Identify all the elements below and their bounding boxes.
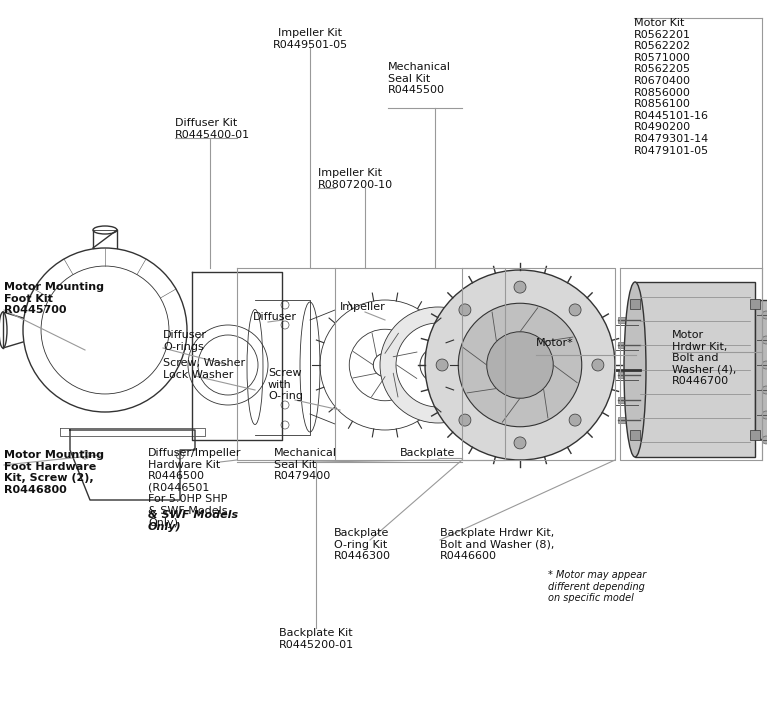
- Text: Motor
Hrdwr Kit,
Bolt and
Washer (4),
R0446700: Motor Hrdwr Kit, Bolt and Washer (4), R0…: [672, 330, 736, 387]
- Circle shape: [762, 336, 767, 344]
- Text: Screw
with
O-ring: Screw with O-ring: [268, 368, 303, 401]
- Bar: [635, 282, 755, 457]
- Circle shape: [592, 359, 604, 371]
- Bar: [755, 300, 767, 439]
- Bar: [618, 397, 640, 403]
- Circle shape: [762, 411, 767, 419]
- Bar: [618, 372, 640, 378]
- Text: Diffuser Kit
R0445400-01: Diffuser Kit R0445400-01: [175, 118, 250, 140]
- Circle shape: [569, 304, 581, 316]
- Text: Backplate Hrdwr Kit,
Bolt and Washer (8),
R0446600: Backplate Hrdwr Kit, Bolt and Washer (8)…: [440, 528, 555, 561]
- Circle shape: [459, 414, 471, 426]
- Bar: [618, 342, 640, 348]
- Circle shape: [762, 361, 767, 369]
- Circle shape: [762, 311, 767, 319]
- Text: Screw, Washer
Lock Washer: Screw, Washer Lock Washer: [163, 358, 245, 379]
- Bar: [750, 299, 760, 309]
- Circle shape: [459, 304, 471, 316]
- Circle shape: [425, 270, 615, 460]
- Text: Impeller Kit
R0449501-05: Impeller Kit R0449501-05: [272, 28, 347, 49]
- Circle shape: [762, 436, 767, 444]
- Ellipse shape: [624, 282, 646, 457]
- Text: * Motor may appear
different depending
on specific model: * Motor may appear different depending o…: [548, 570, 647, 603]
- Circle shape: [458, 304, 581, 427]
- Text: Diffuser/Impeller
Hardware Kit
R0446500
(R0446501
For 5.0HP SHP
& SWF Models
Onl: Diffuser/Impeller Hardware Kit R0446500 …: [148, 448, 242, 528]
- Text: Motor*: Motor*: [536, 338, 574, 348]
- Circle shape: [380, 307, 496, 423]
- Text: & SWF Models
Only): & SWF Models Only): [148, 510, 238, 531]
- Circle shape: [514, 281, 526, 293]
- Text: Backplate: Backplate: [400, 448, 456, 458]
- Bar: [618, 317, 640, 323]
- Circle shape: [487, 332, 553, 398]
- Circle shape: [514, 437, 526, 449]
- Text: Backplate
O-ring Kit
R0446300: Backplate O-ring Kit R0446300: [334, 528, 391, 561]
- Text: Mechanical
Seal Kit
R0479400: Mechanical Seal Kit R0479400: [274, 448, 337, 481]
- Bar: [750, 430, 760, 440]
- Circle shape: [396, 323, 480, 407]
- Text: Motor Kit
R0562201
R0562202
R0571000
R0562205
R0670400
R0856000
R0856100
R044510: Motor Kit R0562201 R0562202 R0571000 R05…: [634, 18, 709, 155]
- Text: Motor Mounting
Foot Hardware
Kit, Screw (2),
R0446800: Motor Mounting Foot Hardware Kit, Screw …: [4, 450, 104, 495]
- Text: Diffuser: Diffuser: [253, 312, 297, 322]
- Circle shape: [436, 359, 448, 371]
- Text: Impeller: Impeller: [340, 302, 386, 312]
- Bar: [630, 430, 640, 440]
- Bar: [630, 299, 640, 309]
- Text: Mechanical
Seal Kit
R0445500: Mechanical Seal Kit R0445500: [388, 62, 451, 95]
- Text: Backplate Kit
R0445200-01: Backplate Kit R0445200-01: [278, 628, 354, 649]
- Bar: [618, 417, 640, 423]
- Circle shape: [762, 386, 767, 394]
- Text: Diffuser
O-rings: Diffuser O-rings: [163, 330, 207, 352]
- Circle shape: [569, 414, 581, 426]
- Text: Motor Mounting
Foot Kit
R0445700: Motor Mounting Foot Kit R0445700: [4, 282, 104, 315]
- Text: Impeller Kit
R0807200-10: Impeller Kit R0807200-10: [318, 168, 393, 190]
